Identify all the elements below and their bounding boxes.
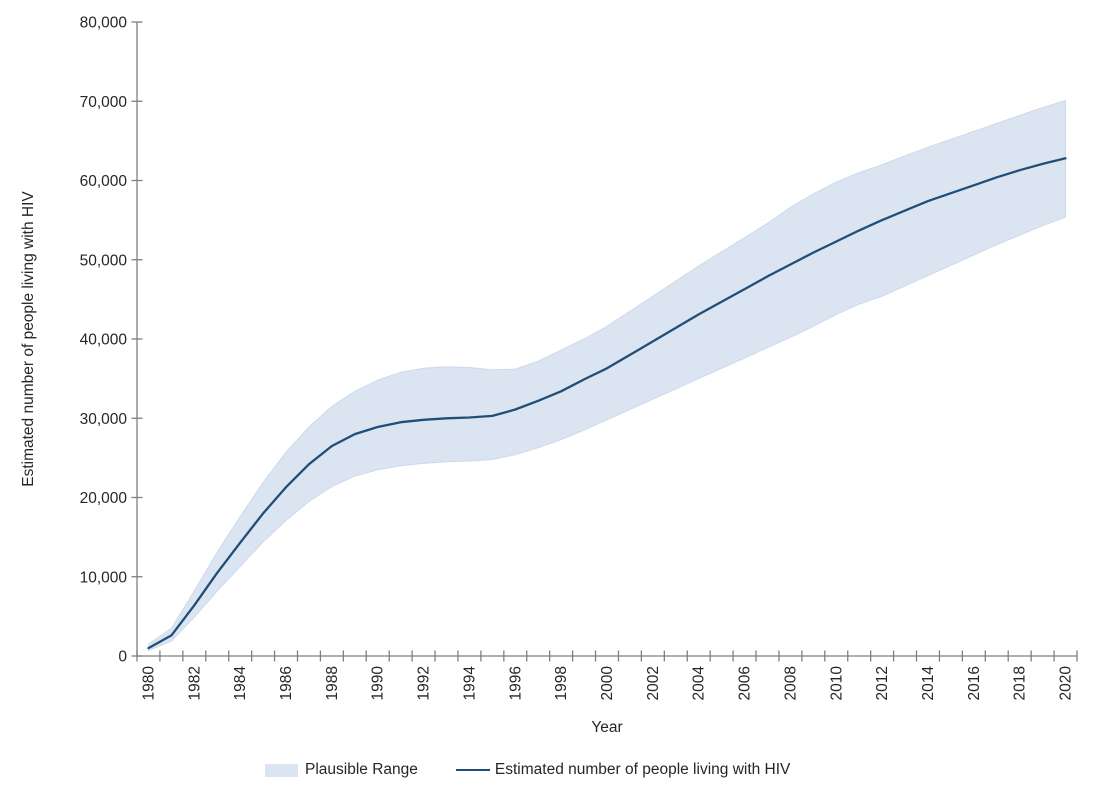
legend-label-estimate: Estimated number of people living with H…	[494, 761, 791, 778]
plausible-range-swatch	[265, 763, 298, 777]
svg-text:80,000: 80,000	[80, 15, 128, 32]
svg-text:1994: 1994	[461, 666, 478, 701]
svg-text:50,000: 50,000	[80, 252, 128, 269]
y-axis-title: Estimated number of people living with H…	[20, 191, 37, 487]
svg-text:2004: 2004	[691, 666, 708, 701]
svg-text:2010: 2010	[828, 666, 845, 701]
svg-text:1998: 1998	[553, 666, 570, 700]
tick-labels: 0 10,000 20,000 30,000 40,000 50,000 60,000 70,…	[80, 15, 1075, 701]
estimate-line-swatch	[455, 769, 490, 771]
svg-text:2002: 2002	[645, 666, 662, 700]
svg-text:30,000: 30,000	[80, 411, 128, 428]
svg-text:1996: 1996	[507, 666, 524, 700]
svg-text:40,000: 40,000	[80, 332, 128, 349]
svg-text:2006: 2006	[737, 666, 754, 700]
axes	[131, 21, 1078, 662]
svg-text:2012: 2012	[874, 666, 891, 700]
svg-text:20,000: 20,000	[80, 490, 128, 507]
svg-text:1980: 1980	[140, 666, 157, 701]
svg-text:10,000: 10,000	[80, 569, 128, 586]
svg-text:0: 0	[118, 649, 127, 666]
svg-text:1990: 1990	[370, 666, 387, 701]
svg-text:1992: 1992	[416, 666, 433, 700]
svg-text:60,000: 60,000	[80, 173, 128, 190]
legend-label-plausible-range: Plausible Range	[305, 761, 418, 778]
plausible-range-band	[148, 99, 1066, 652]
svg-text:1988: 1988	[324, 666, 341, 700]
svg-text:2014: 2014	[920, 666, 937, 701]
svg-text:2018: 2018	[1012, 666, 1029, 700]
estimate-line	[147, 157, 1067, 650]
x-axis-title: Year	[591, 719, 622, 736]
svg-text:70,000: 70,000	[80, 94, 128, 111]
svg-text:2008: 2008	[782, 666, 799, 700]
svg-text:2000: 2000	[599, 666, 616, 701]
svg-text:1982: 1982	[186, 666, 203, 700]
svg-text:1986: 1986	[278, 666, 295, 700]
svg-text:2020: 2020	[1058, 666, 1075, 701]
svg-text:1984: 1984	[232, 666, 249, 701]
svg-text:2016: 2016	[966, 666, 983, 700]
legend: Plausible Range Estimated number of peop…	[265, 758, 790, 782]
